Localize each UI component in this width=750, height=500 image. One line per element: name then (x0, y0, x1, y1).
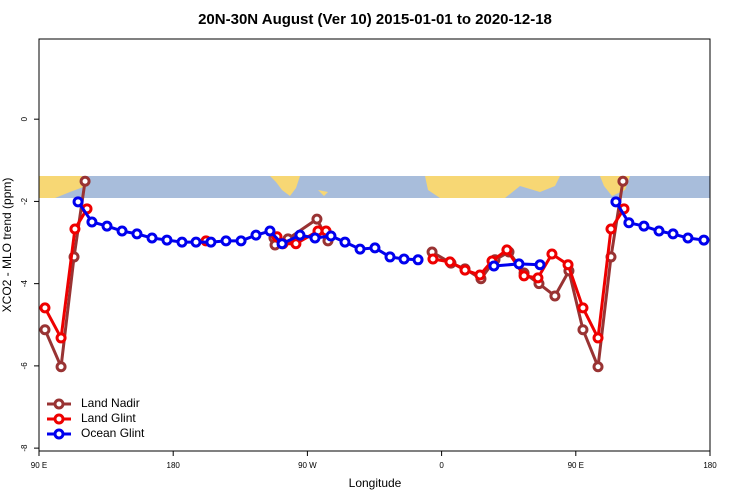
data-point (610, 196, 622, 208)
data-point (444, 256, 456, 268)
data-point (235, 235, 247, 247)
data-point (176, 236, 188, 248)
y-tick-label: -6 (20, 362, 29, 370)
data-point (161, 234, 173, 246)
data-point (325, 230, 337, 242)
data-point (474, 269, 486, 281)
data-point (290, 238, 302, 250)
data-point (562, 259, 574, 271)
data-point (72, 196, 84, 208)
data-point (459, 264, 471, 276)
data-point (518, 270, 530, 282)
y-axis-label: XCO2 - MLO trend (ppm) (0, 178, 14, 313)
data-point (190, 236, 202, 248)
data-point (69, 223, 81, 235)
data-point (698, 234, 710, 246)
data-point (501, 244, 513, 256)
y-tick-label: 0 (20, 116, 29, 121)
data-point (79, 175, 91, 187)
x-tick-label: 90 E (31, 461, 47, 470)
y-tick-label: -4 (20, 280, 29, 288)
data-point (577, 302, 589, 314)
y-tick-label: -2 (20, 197, 29, 205)
data-point (294, 229, 306, 241)
x-axis-label: Longitude (349, 476, 402, 490)
data-point (427, 253, 439, 265)
plot-frame (38, 38, 711, 452)
data-point (250, 229, 262, 241)
data-point (369, 242, 381, 254)
data-point (398, 253, 410, 265)
legend-marker (53, 413, 65, 425)
data-point (354, 243, 366, 255)
data-point (682, 232, 694, 244)
data-point (146, 232, 158, 244)
data-point (617, 175, 629, 187)
legend-label: Ocean Glint (81, 426, 145, 440)
data-point (534, 259, 546, 271)
map-strip (39, 176, 710, 198)
data-point (384, 251, 396, 263)
data-point (513, 258, 525, 270)
data-point (220, 235, 232, 247)
data-point (488, 260, 500, 272)
data-point (39, 302, 51, 314)
x-tick-label: 90 W (298, 461, 317, 470)
data-point (39, 324, 51, 336)
x-tick-label: 180 (167, 461, 181, 470)
data-point (412, 254, 424, 266)
data-point (311, 213, 323, 225)
data-point (653, 225, 665, 237)
data-point (592, 361, 604, 373)
data-point (86, 216, 98, 228)
data-point (101, 220, 113, 232)
data-point (55, 361, 67, 373)
data-point (116, 225, 128, 237)
x-tick-label: 180 (703, 461, 717, 470)
data-point (205, 236, 217, 248)
legend-marker (53, 398, 65, 410)
data-point (276, 238, 288, 250)
data-point (532, 272, 544, 284)
data-point (131, 228, 143, 240)
legend-label: Land Nadir (81, 396, 140, 410)
legend-label: Land Glint (81, 411, 136, 425)
data-point (264, 225, 276, 237)
data-point (339, 236, 351, 248)
data-point (638, 220, 650, 232)
x-tick-label: 0 (439, 461, 444, 470)
chart-title: 20N-30N August (Ver 10) 2015-01-01 to 20… (198, 11, 552, 28)
data-point (667, 228, 679, 240)
y-tick-label: -8 (20, 444, 29, 452)
data-point (623, 217, 635, 229)
data-point (309, 232, 321, 244)
data-point (55, 332, 67, 344)
data-point (592, 332, 604, 344)
data-point (546, 248, 558, 260)
data-point (577, 324, 589, 336)
data-point (605, 223, 617, 235)
x-tick-label: 90 E (568, 461, 584, 470)
legend-marker (53, 428, 65, 440)
data-point (549, 290, 561, 302)
